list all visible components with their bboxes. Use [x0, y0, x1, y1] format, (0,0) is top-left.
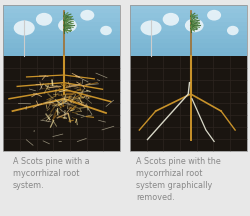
Ellipse shape	[207, 10, 221, 21]
Bar	[3, 43, 120, 48]
Ellipse shape	[163, 13, 179, 26]
Bar	[130, 39, 247, 43]
Bar	[3, 35, 120, 39]
Ellipse shape	[80, 10, 94, 21]
Bar	[3, 56, 120, 151]
Bar	[3, 13, 120, 18]
Bar	[3, 26, 120, 30]
Ellipse shape	[14, 21, 35, 35]
Bar	[130, 5, 247, 9]
Ellipse shape	[100, 26, 112, 35]
Bar	[130, 22, 247, 26]
Bar	[130, 13, 247, 18]
Ellipse shape	[227, 26, 239, 35]
Bar	[3, 5, 120, 151]
Ellipse shape	[36, 13, 52, 26]
Bar	[3, 30, 120, 35]
Bar	[3, 18, 120, 22]
Bar	[3, 9, 120, 13]
Bar	[130, 48, 247, 52]
Bar	[3, 39, 120, 43]
Ellipse shape	[58, 19, 77, 32]
Bar	[3, 48, 120, 52]
Bar	[3, 52, 120, 56]
Bar	[130, 26, 247, 30]
Bar	[130, 18, 247, 22]
Bar	[130, 43, 247, 48]
Bar	[3, 5, 120, 9]
Text: A Scots pine with the
mycorrhizal root
system graphically
removed.: A Scots pine with the mycorrhizal root s…	[136, 157, 220, 202]
Bar	[130, 30, 247, 35]
Bar	[130, 5, 247, 151]
Text: A Scots pine with a
mycorrhizal root
system.: A Scots pine with a mycorrhizal root sys…	[12, 157, 89, 190]
Bar	[130, 9, 247, 13]
Bar	[130, 52, 247, 56]
Bar	[3, 22, 120, 26]
Bar	[130, 35, 247, 39]
Ellipse shape	[140, 21, 162, 35]
Bar	[130, 56, 247, 151]
Ellipse shape	[185, 19, 204, 32]
